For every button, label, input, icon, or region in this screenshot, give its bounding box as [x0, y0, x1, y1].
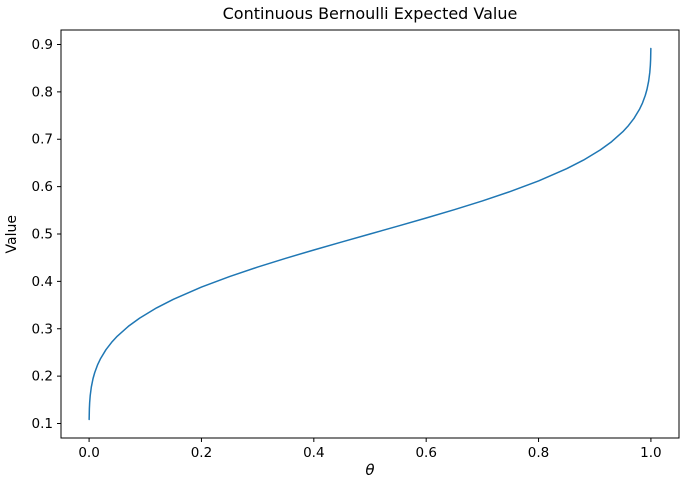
y-tick-label: 0.8: [32, 84, 53, 100]
x-tick-label: 0.2: [191, 445, 212, 461]
y-tick-label: 0.5: [32, 227, 53, 243]
x-axis-label: θ: [365, 461, 375, 479]
y-tick-label: 0.2: [32, 369, 53, 385]
x-tick-label: 0.8: [528, 445, 549, 461]
y-tick-label: 0.7: [32, 132, 53, 148]
y-tick-label: 0.6: [32, 179, 53, 195]
y-tick-label: 0.9: [32, 37, 53, 53]
y-tick-label: 0.1: [32, 416, 53, 432]
x-tick-label: 0.6: [415, 445, 436, 461]
x-tick-label: 1.0: [640, 445, 661, 461]
y-tick-label: 0.3: [32, 321, 53, 337]
y-tick-label: 0.4: [32, 274, 53, 290]
x-tick-label: 0.4: [303, 445, 324, 461]
chart-title: Continuous Bernoulli Expected Value: [222, 4, 518, 23]
x-tick-label: 0.0: [78, 445, 99, 461]
curve-line: [88, 47, 652, 421]
